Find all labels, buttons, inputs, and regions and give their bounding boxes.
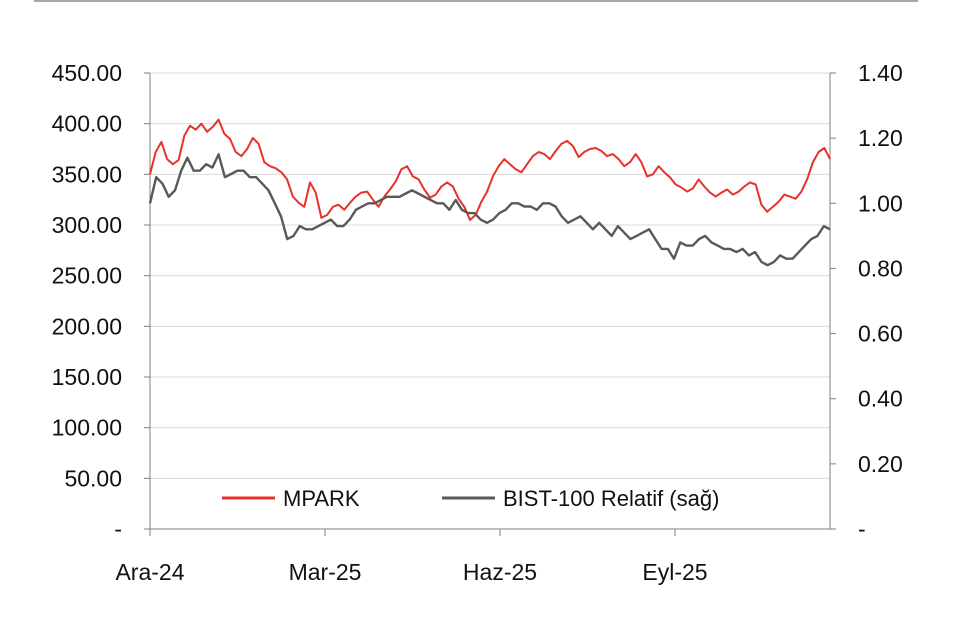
right-axis-tick-label: 1.00	[858, 190, 903, 216]
x-axis-tick-label: Haz-25	[463, 559, 537, 585]
left-axis-tick-label: -	[114, 516, 122, 542]
left-axis-tick-label: 450.00	[52, 60, 122, 86]
right-axis-tick-label: -	[858, 516, 866, 542]
series-line-bist100-relative	[148, 153, 831, 267]
left-axis-tick-label: 400.00	[52, 111, 122, 137]
right-axis-tick-label: 1.20	[858, 125, 903, 151]
left-axis-tick-label: 50.00	[64, 465, 122, 491]
right-axis-tick-label: 0.60	[858, 321, 903, 347]
left-axis-tick-labels: - 50.00 100.00 150.00 200.00 250.00 300.00 350.…	[52, 60, 122, 542]
axes	[144, 72, 836, 536]
right-axis-tick-label: 1.40	[858, 60, 903, 86]
legend: MPARK BIST-100 Relatif (sağ)	[222, 486, 719, 511]
left-axis-tick-label: 150.00	[52, 364, 122, 390]
right-axis-tick-labels: - 0.20 0.40 0.60 0.80 1.00 1.20 1.40	[858, 60, 903, 542]
x-axis-tick-labels: Ara-24 Mar-25 Haz-25 Eyl-25	[115, 559, 707, 585]
legend-label-bist: BIST-100 Relatif (sağ)	[503, 486, 719, 511]
x-axis-tick-label: Eyl-25	[642, 559, 707, 585]
left-axis-tick-label: 250.00	[52, 263, 122, 289]
gridlines	[150, 72, 830, 479]
right-axis-tick-label: 0.40	[858, 386, 903, 412]
x-axis-tick-label: Mar-25	[289, 559, 362, 585]
legend-label-mpark: MPARK	[283, 486, 360, 511]
left-axis-tick-label: 300.00	[52, 212, 122, 238]
left-axis-tick-label: 100.00	[52, 415, 122, 441]
series-lines	[148, 118, 831, 267]
series-line-mpark	[149, 118, 831, 221]
left-axis-tick-label: 350.00	[52, 161, 122, 187]
right-axis-tick-label: 0.20	[858, 451, 903, 477]
right-axis-tick-label: 0.80	[858, 255, 903, 281]
x-axis-tick-label: Ara-24	[115, 559, 184, 585]
left-axis-tick-label: 200.00	[52, 313, 122, 339]
